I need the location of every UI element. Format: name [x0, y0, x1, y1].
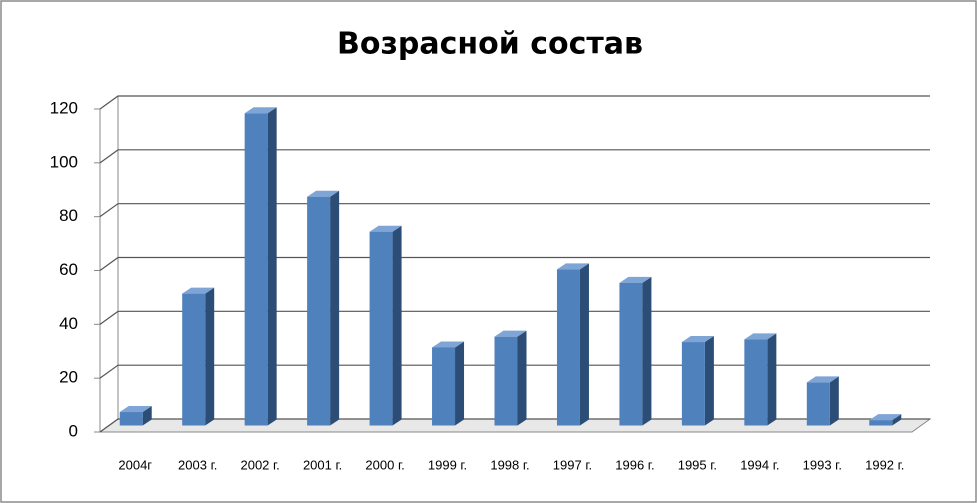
bar-side: [892, 414, 902, 426]
bar-top: [307, 190, 340, 197]
bar-side: [579, 263, 589, 426]
x-tick-label: 1992 г.: [865, 457, 904, 472]
bar: [556, 269, 580, 426]
bar-side: [642, 276, 652, 426]
bar-side: [455, 341, 465, 426]
bar: [432, 347, 456, 426]
y-tick-label: 40: [59, 314, 78, 333]
grid-line: [99, 364, 930, 379]
y-tick-label: 100: [50, 152, 78, 171]
bar: [806, 382, 830, 426]
y-tick-label: 80: [59, 206, 78, 225]
bar: [307, 196, 331, 426]
bar-top: [432, 341, 465, 348]
x-tick-label: 1997 г.: [553, 457, 592, 472]
grid-line: [99, 256, 930, 271]
bar: [494, 336, 518, 426]
bar-side: [829, 376, 839, 426]
x-tick-label: 2004г: [118, 457, 152, 472]
x-tick-label: 1995 г.: [678, 457, 717, 472]
bar-top: [681, 336, 714, 343]
y-tick-label: 0: [69, 421, 78, 440]
x-tick-label: 1996 г.: [615, 457, 654, 472]
bar-top: [494, 330, 527, 337]
x-tick-label: 2000 г.: [365, 457, 404, 472]
bar-side: [205, 287, 215, 426]
bar: [869, 420, 893, 426]
bar-side: [142, 406, 152, 426]
bar-top: [806, 376, 839, 383]
bar-side: [704, 336, 714, 426]
y-tick-label: 60: [59, 260, 78, 279]
x-tick-label: 1998 г.: [490, 457, 529, 472]
bar-side: [267, 107, 277, 426]
bar-top: [182, 287, 215, 294]
bar: [744, 339, 768, 426]
x-tick-label: 2002 г.: [240, 457, 279, 472]
grid-line: [99, 418, 930, 433]
y-tick-label: 120: [50, 98, 78, 117]
x-tick-label: 1999 г.: [428, 457, 467, 472]
grid-line: [99, 203, 930, 218]
bar-top: [744, 333, 777, 340]
bar: [681, 342, 705, 426]
bar: [182, 293, 206, 426]
grid-line: [99, 149, 930, 164]
x-tick-label: 1993 г.: [803, 457, 842, 472]
y-tick-label: 20: [59, 368, 78, 387]
bar: [369, 231, 393, 426]
bar-top: [369, 225, 402, 232]
bar-side: [392, 225, 402, 426]
bar: [244, 113, 268, 426]
x-tick-label: 1994 г.: [740, 457, 779, 472]
bar: [119, 412, 143, 426]
grid-line: [99, 95, 930, 110]
bar-side: [330, 190, 340, 426]
bar-side: [767, 333, 777, 426]
x-tick-label: 2001 г.: [303, 457, 342, 472]
bar-side: [517, 330, 527, 426]
bar-top: [556, 263, 589, 270]
bar: [619, 282, 643, 426]
bar-top: [869, 414, 902, 421]
chart-title: Возрасной состав: [337, 27, 643, 62]
grid-line: [99, 310, 930, 325]
bar-top: [244, 107, 277, 114]
bar-top: [119, 406, 152, 413]
bar-top: [619, 276, 652, 283]
x-tick-label: 2003 г.: [178, 457, 217, 472]
